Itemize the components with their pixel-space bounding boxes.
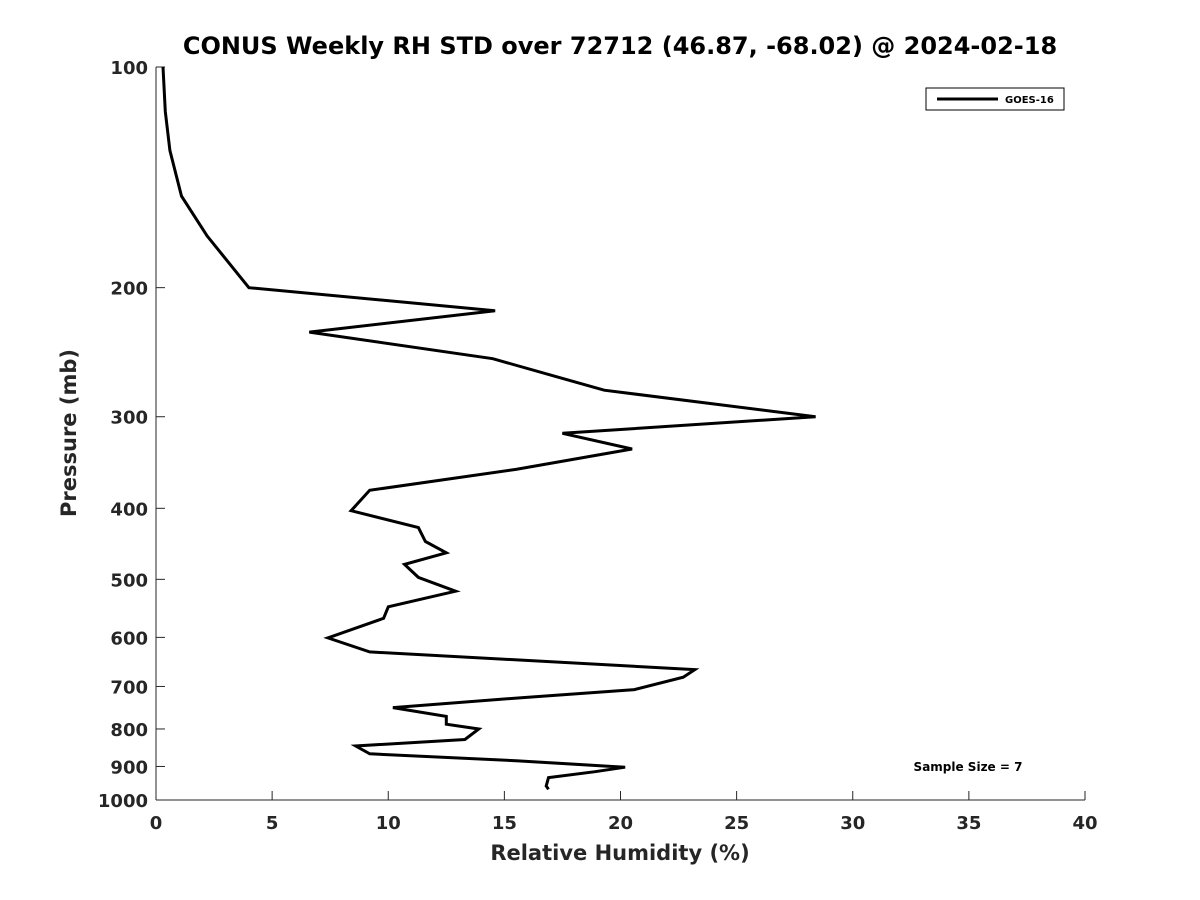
x-tick-label: 40 (1072, 813, 1097, 834)
x-axis-label: Relative Humidity (%) (490, 841, 749, 865)
x-tick-label: 20 (608, 813, 633, 834)
y-tick-label: 400 (110, 499, 148, 520)
x-tick-label: 25 (724, 813, 749, 834)
x-tick-label: 15 (492, 813, 517, 834)
legend-entry-label: GOES-16 (1005, 95, 1054, 106)
y-tick-label: 800 (110, 720, 148, 741)
y-tick-label: 100 (110, 58, 148, 79)
x-tick-label: 0 (150, 813, 163, 834)
y-tick-label: 1000 (98, 791, 148, 812)
x-tick-label: 35 (956, 813, 981, 834)
series-line-goes-16 (161, 66, 816, 791)
y-tick-label: 300 (110, 408, 148, 429)
y-tick-label: 700 (110, 677, 148, 698)
x-tick-label: 30 (840, 813, 865, 834)
y-tick-label: 900 (110, 757, 148, 778)
x-tick-label: 5 (266, 813, 279, 834)
y-tick-label: 600 (110, 628, 148, 649)
chart-title: CONUS Weekly RH STD over 72712 (46.87, -… (183, 32, 1057, 60)
y-tick-label: 200 (110, 279, 148, 300)
y-tick-label: 500 (110, 570, 148, 591)
y-axis-label: Pressure (mb) (57, 349, 81, 517)
legend: GOES-16 (925, 87, 1065, 111)
x-tick-label: 10 (376, 813, 401, 834)
plot-area: 0 5 10 15 20 25 30 35 40 100 200 300 400 500 600 700 800… (98, 58, 1098, 834)
sample-size-annotation: Sample Size = 7 (914, 760, 1023, 774)
